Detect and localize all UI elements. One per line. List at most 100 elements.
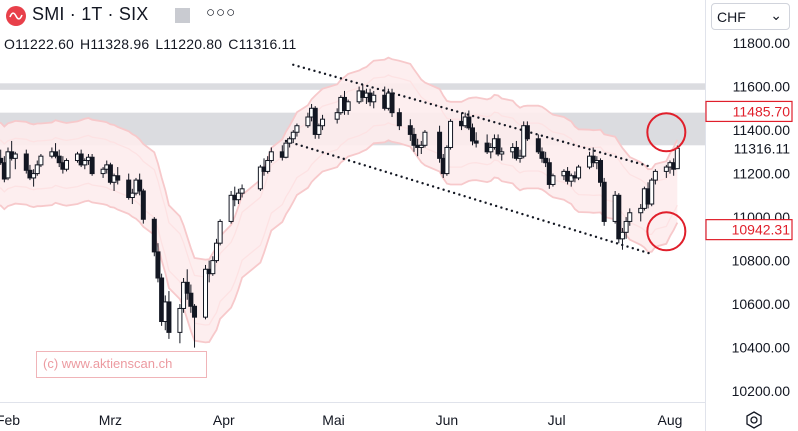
candle-body [469,127,475,142]
y-tick-label: 11800.00 [733,35,791,51]
x-tick-label: Feb [0,412,20,428]
candle-body [524,125,530,140]
candle-body [674,147,680,170]
candle-body [345,101,351,111]
y-tick-label: 11200.00 [733,166,791,182]
y-tick-label: 10600.00 [732,296,791,312]
candle-body [235,192,241,201]
candle-body [239,188,245,194]
candle-body [437,131,443,159]
ohlc-open: O11222.60 [4,36,75,52]
volatility-band-line [0,122,678,326]
candle-body [422,131,428,146]
candle-body [590,155,596,164]
candle-body [623,220,629,233]
more-dots-icon[interactable]: ○○○ [206,4,237,21]
candle-body [466,116,472,129]
candle-body [210,260,216,275]
x-tick-label: Mrz [99,412,122,428]
candle-body [550,175,556,185]
x-tick-label: Mai [322,412,345,428]
candle-body [155,251,161,279]
candle-body [320,118,326,127]
settings-gear-icon[interactable] [744,410,764,430]
candle-body [294,125,300,133]
candle-body [56,155,62,164]
y-tick-label: 10200.00 [732,383,791,399]
candle-body [38,155,44,166]
y-tick-label: 10800.00 [732,253,791,269]
currency-label: CHF [717,9,746,25]
candle-body [495,138,501,155]
candle-body [287,138,293,144]
candle-body [64,160,70,170]
candle-body [177,307,183,333]
candle-body [203,268,209,318]
market-status-indicator [175,8,190,23]
candle-body [159,277,165,323]
y-tick-label: 11400.00 [733,122,791,138]
candle-body [334,112,340,120]
candle-body [601,181,607,222]
candle-body [107,164,113,183]
symbol-title[interactable]: SMI · 1T · SIX [32,4,149,24]
ohlc-low: L11220.80 [155,36,223,52]
candle-body [488,146,494,153]
candle-body [418,144,424,148]
candle-body [473,140,479,144]
candle-body [316,125,322,135]
price-label-text: 10942.31 [732,222,791,238]
ohlc-close: C11316.11 [228,36,297,52]
candle-body [535,138,541,153]
currency-select[interactable]: CHF ⌄ [711,3,790,30]
candle-body [444,146,450,175]
candle-body [184,281,190,294]
candle-body [228,194,234,222]
candle-body [513,146,519,159]
lower-target-circle [646,211,687,252]
candle-body [396,112,402,127]
candle-body [305,116,311,127]
candle-body [521,125,527,157]
candle-body [115,175,121,181]
candle-body [543,157,549,164]
candle-body [78,153,84,166]
candle-body [649,179,655,205]
upper-target-circle [646,112,687,153]
ohlc-readout: O11222.60 H11328.96 L11220.80 C11316.11 [4,36,303,52]
six-logo-icon [6,6,26,26]
candle-body [499,151,505,155]
last-close-tick: 11316.11 [734,140,791,156]
x-tick-label: Jun [436,412,459,428]
candle-body [448,120,454,148]
candle-body [371,94,377,103]
candle-body [268,151,274,162]
x-tick-label: Apr [213,412,235,428]
candle-body [31,173,37,179]
x-tick-label: Jul [548,412,566,428]
trend-channel-upper [292,63,653,169]
candle-body [5,151,11,179]
candle-body [638,207,644,214]
candle-body [34,164,40,175]
watermark: (c) www.aktienscan.ch [36,351,207,378]
candle-body [82,160,88,166]
candle-body [312,107,318,135]
candle-body [539,151,545,159]
candle-body [517,155,523,159]
ohlc-high: H11328.96 [80,36,150,52]
candle-body [137,179,143,192]
chart-header: SMI · 1T · SIX ○○○ [0,0,700,34]
candle-body [53,151,59,157]
candle-body [181,281,187,309]
volatility-band-line [0,139,679,344]
candle-body [627,212,633,222]
candle-body [100,168,106,175]
candle-body [283,142,289,158]
trend-channel-lower [284,139,653,256]
candle-body [619,231,625,240]
candle-body [213,242,219,262]
x-tick-label: Aug [658,412,683,428]
y-tick-label: 11600.00 [733,79,791,95]
